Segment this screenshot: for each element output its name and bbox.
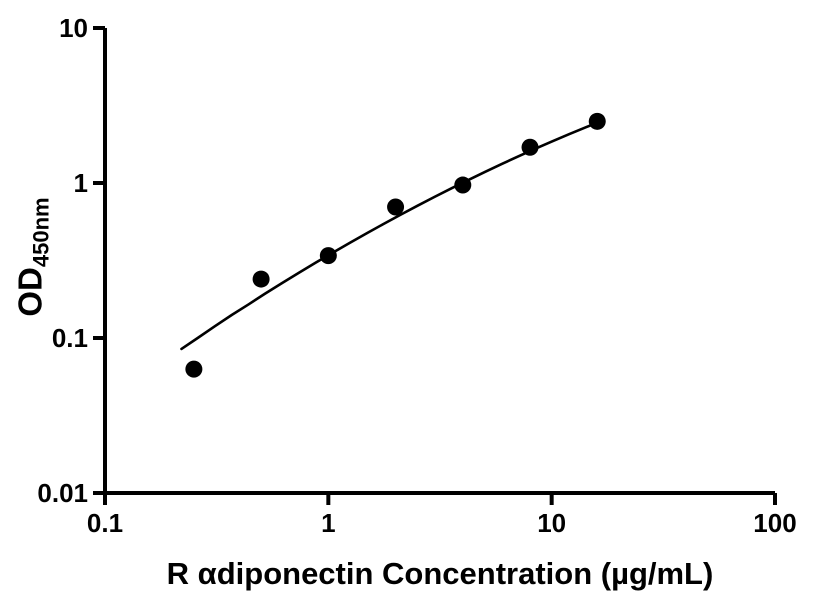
x-axis-title: R αdiponectin Concentration (µg/mL) bbox=[166, 556, 714, 591]
data-point bbox=[387, 198, 405, 216]
y-axis-title-subscript: 450nm bbox=[28, 197, 54, 268]
y-axis-title-main: OD bbox=[11, 267, 49, 317]
y-tick-label: 1 bbox=[74, 168, 88, 198]
y-tick-label: 0.01 bbox=[37, 478, 88, 508]
data-point bbox=[454, 176, 472, 194]
x-tick-label: 100 bbox=[753, 508, 796, 538]
x-tick-label: 10 bbox=[537, 508, 566, 538]
data-point bbox=[185, 360, 203, 378]
data-point bbox=[521, 138, 539, 156]
y-tick-label: 10 bbox=[59, 13, 88, 43]
x-tick-label: 0.1 bbox=[87, 508, 123, 538]
data-point bbox=[588, 112, 606, 130]
fit-curve bbox=[180, 121, 599, 351]
data-point bbox=[319, 247, 337, 265]
data-point bbox=[252, 270, 270, 288]
axes bbox=[103, 28, 775, 495]
x-tick-label: 1 bbox=[321, 508, 335, 538]
y-tick-label: 0.1 bbox=[52, 323, 88, 353]
y-axis-title: OD450nm bbox=[12, 197, 55, 316]
